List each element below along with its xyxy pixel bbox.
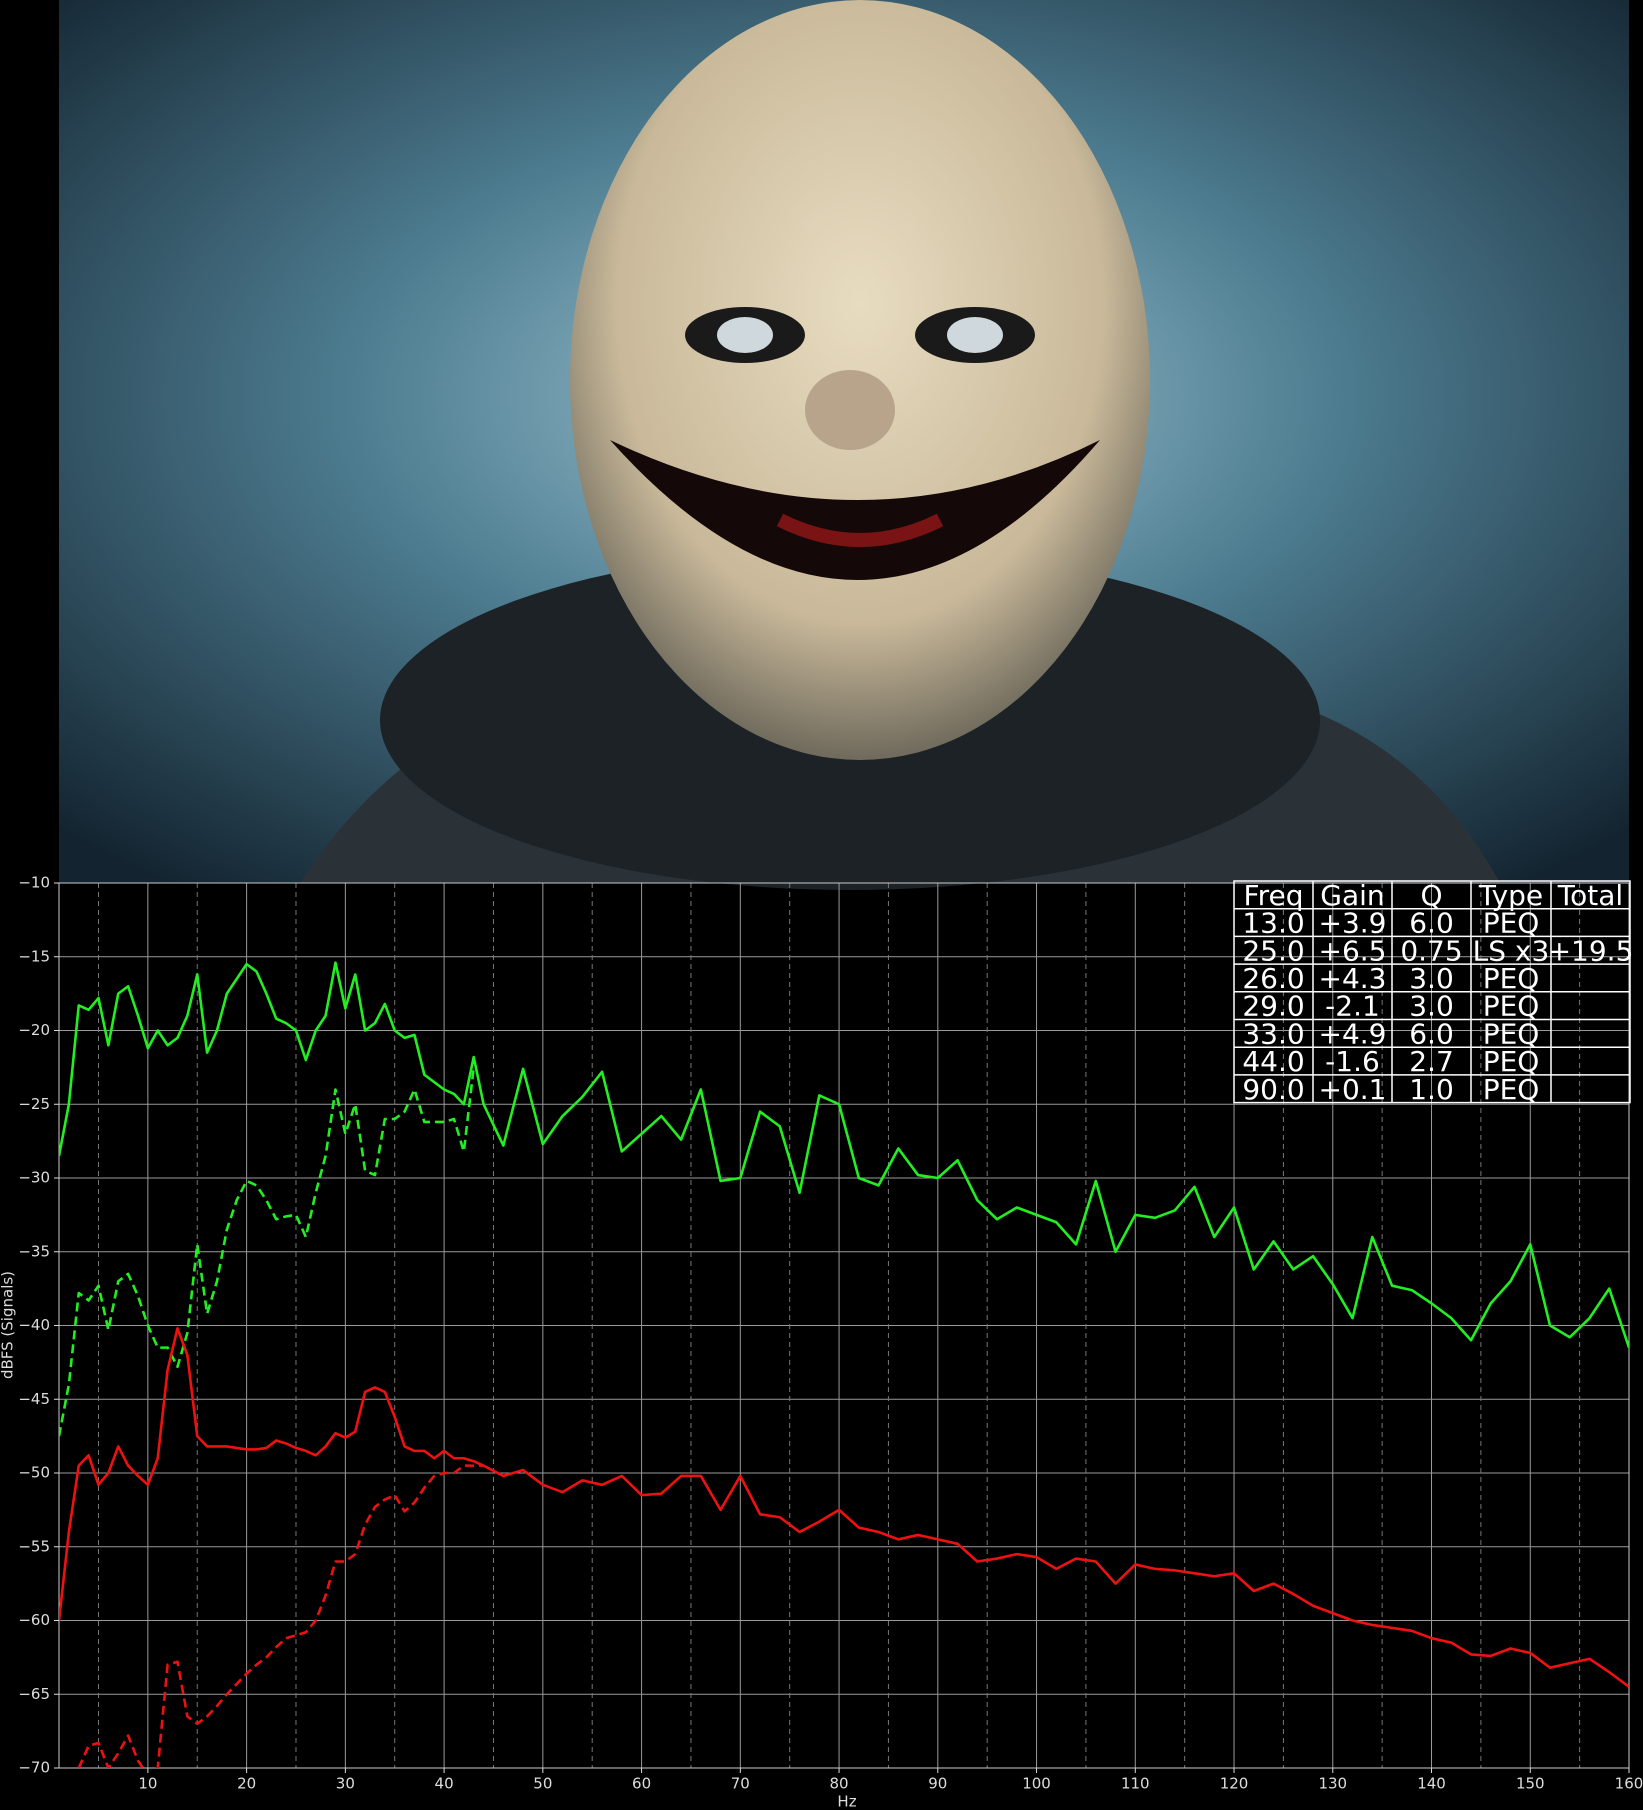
y-tick-label: −35 [18,1242,50,1260]
table-header: Freq [1244,879,1304,912]
table-cell: +4.9 [1319,1017,1387,1050]
eq-table: Freq Gain Q Type Total 13.0 +3.9 6.0 PEQ 25.0 +6.5… [1233,879,1634,1106]
y-tick-label: −60 [18,1611,50,1629]
x-tick-label: 50 [533,1775,552,1793]
x-tick-label: 80 [830,1775,849,1793]
x-tick-label: 160 [1615,1775,1643,1793]
y-axis-label: dBFS (Signals) [0,1271,17,1379]
table-cell: +0.1 [1319,1073,1387,1106]
y-tick-label: −50 [18,1464,50,1482]
table-cell: 25.0 [1242,934,1304,967]
table-cell: 3.0 [1409,962,1454,995]
table-cell: 29.0 [1242,990,1304,1023]
table-cell: 6.0 [1409,1017,1454,1050]
data-line [59,1067,476,1437]
table-cell: +6.5 [1319,934,1387,967]
x-tick-label: 10 [138,1775,157,1793]
table-cell: 44.0 [1242,1045,1304,1078]
plot-frame [58,882,1630,1769]
table-cell: 26.0 [1242,962,1304,995]
table-cell: PEQ [1483,1017,1540,1050]
y-tick-label: −55 [18,1537,50,1555]
table-cell: +3.9 [1319,907,1387,940]
y-tick-label: −45 [18,1390,50,1408]
table-header: Type [1478,879,1543,912]
table-cell: -1.6 [1325,1045,1380,1078]
table-cell: 90.0 [1242,1073,1304,1106]
table-cell: PEQ [1483,1073,1540,1106]
x-tick-label: 150 [1516,1775,1545,1793]
y-tick-label: −65 [18,1685,50,1703]
y-tick-label: −70 [18,1759,50,1777]
x-tick-label: 90 [928,1775,947,1793]
x-tick-label: 60 [632,1775,651,1793]
x-axis-label: Hz [837,1793,856,1810]
table-cell: 13.0 [1242,907,1304,940]
table-cell: 33.0 [1242,1017,1304,1050]
table-cell: PEQ [1483,1045,1540,1078]
data-line [59,1327,1629,1688]
y-tick-label: −25 [18,1095,50,1113]
x-tick-label: 70 [731,1775,750,1793]
data-line [59,961,1629,1349]
table-cell: -2.1 [1325,990,1380,1023]
table-cell: +4.3 [1319,962,1387,995]
y-tick-label: −10 [18,874,50,892]
table-cell: 2.7 [1409,1045,1454,1078]
table-header: Gain [1320,879,1384,912]
table-cell: 6.0 [1409,907,1454,940]
table-cell: PEQ [1483,907,1540,940]
y-tick-label: −40 [18,1316,50,1334]
table-header: Total [1557,879,1623,912]
y-tick-label: −30 [18,1169,50,1187]
data-line [77,1464,484,1768]
table-header: Q [1420,879,1442,912]
x-tick-label: 120 [1220,1775,1249,1793]
table-cell: 1.0 [1409,1073,1454,1106]
y-tick-label: −20 [18,1021,50,1039]
photo [59,0,1629,890]
x-tick-label: 110 [1121,1775,1150,1793]
x-tick-label: 40 [435,1775,454,1793]
table-cell: +19.5 [1548,934,1634,967]
table-cell: PEQ [1483,990,1540,1023]
lines [59,961,1629,1768]
table-cell: PEQ [1483,962,1540,995]
table-cell: 0.75 [1400,934,1462,967]
table-cell: LS x3 [1473,934,1550,967]
x-tick-label: 140 [1417,1775,1446,1793]
x-tick-label: 100 [1022,1775,1051,1793]
x-tick-label: 30 [336,1775,355,1793]
x-tick-label: 20 [237,1775,256,1793]
x-tick-label: 130 [1318,1775,1347,1793]
y-tick-label: −15 [18,947,50,965]
table-cell: 3.0 [1409,990,1454,1023]
